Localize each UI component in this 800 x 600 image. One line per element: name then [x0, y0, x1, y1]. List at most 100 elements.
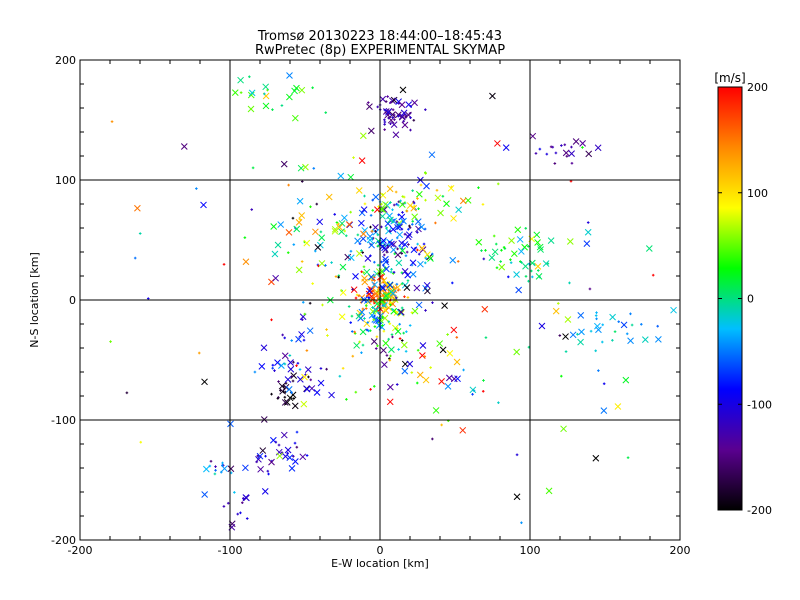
data-point: [451, 281, 454, 285]
data-point: [535, 272, 543, 280]
data-point: [368, 286, 372, 290]
data-point: [566, 238, 574, 245]
data-point: [376, 233, 380, 237]
data-point: [415, 381, 419, 385]
data-point: [594, 349, 597, 353]
data-point: [370, 338, 378, 345]
data-point: [373, 314, 376, 318]
data-point: [305, 454, 309, 457]
chart-subtitle: RwPretec (8p) EXPERIMENTAL SKYMAP: [255, 43, 505, 58]
data-point: [594, 322, 601, 330]
data-point: [423, 227, 427, 231]
data-point: [345, 398, 348, 401]
y-tick-label: -200: [51, 534, 76, 547]
data-point: [558, 334, 562, 337]
data-point: [300, 400, 308, 408]
data-point: [415, 225, 422, 233]
data-point: [296, 197, 304, 205]
data-point: [595, 317, 598, 321]
data-point: [363, 268, 371, 276]
data-point: [303, 385, 311, 393]
data-point: [491, 248, 499, 256]
data-point: [241, 497, 245, 500]
data-point: [410, 371, 414, 374]
data-point: [276, 452, 284, 460]
data-point: [656, 324, 659, 328]
data-point: [627, 337, 634, 345]
data-point: [431, 301, 434, 304]
data-point: [444, 383, 452, 390]
data-point: [502, 245, 506, 249]
data-point: [359, 328, 367, 336]
data-point: [382, 253, 386, 257]
data-point: [382, 255, 389, 263]
data-point: [409, 128, 412, 132]
data-point: [304, 366, 312, 373]
data-point: [201, 491, 209, 498]
data-point: [360, 206, 368, 213]
data-point: [549, 145, 553, 149]
data-point: [407, 243, 410, 246]
data-point: [520, 521, 523, 525]
data-point: [450, 326, 458, 334]
data-point: [358, 308, 366, 316]
data-point: [337, 222, 340, 226]
data-point: [283, 362, 287, 366]
data-point: [434, 221, 437, 225]
data-point: [429, 366, 432, 369]
data-point: [317, 379, 325, 387]
data-point: [287, 359, 294, 366]
data-point: [568, 150, 575, 158]
data-point: [259, 447, 267, 454]
data-point: [453, 358, 461, 366]
data-point: [231, 89, 239, 96]
data-point: [391, 308, 394, 311]
data-point: [396, 203, 400, 207]
data-point: [337, 172, 345, 180]
data-point: [286, 93, 293, 101]
data-point: [339, 289, 347, 296]
data-point: [516, 236, 524, 243]
data-point: [374, 347, 378, 350]
data-point: [295, 335, 302, 343]
data-point: [209, 459, 213, 463]
data-point: [203, 465, 210, 473]
data-point: [388, 229, 392, 233]
data-point: [245, 517, 249, 520]
data-point: [242, 464, 249, 472]
data-point: [404, 254, 408, 258]
data-point: [410, 246, 418, 254]
data-point: [325, 328, 328, 331]
data-point: [268, 458, 275, 466]
data-point: [264, 454, 267, 458]
data-point: [312, 167, 316, 170]
data-point: [372, 306, 380, 314]
data-point: [364, 255, 372, 262]
data-point: [287, 365, 295, 373]
data-point: [242, 494, 250, 501]
data-point: [380, 361, 388, 368]
data-point: [640, 323, 643, 326]
data-point: [562, 149, 570, 157]
data-point: [594, 314, 598, 317]
data-point: [361, 343, 365, 347]
data-point: [267, 472, 270, 476]
data-point: [418, 223, 425, 231]
data-point: [437, 209, 444, 217]
data-point: [313, 389, 321, 396]
data-point: [351, 288, 354, 291]
data-point: [395, 220, 399, 224]
data-point: [438, 378, 445, 385]
data-point: [330, 261, 333, 264]
data-point: [300, 318, 304, 321]
data-point: [369, 388, 372, 391]
data-point: [381, 193, 384, 196]
data-point: [405, 209, 409, 213]
data-point: [386, 282, 394, 290]
data-point: [556, 302, 560, 305]
data-point: [280, 160, 288, 168]
data-point: [393, 252, 397, 256]
data-point: [358, 209, 366, 217]
data-point: [282, 383, 290, 391]
data-point: [424, 198, 427, 202]
